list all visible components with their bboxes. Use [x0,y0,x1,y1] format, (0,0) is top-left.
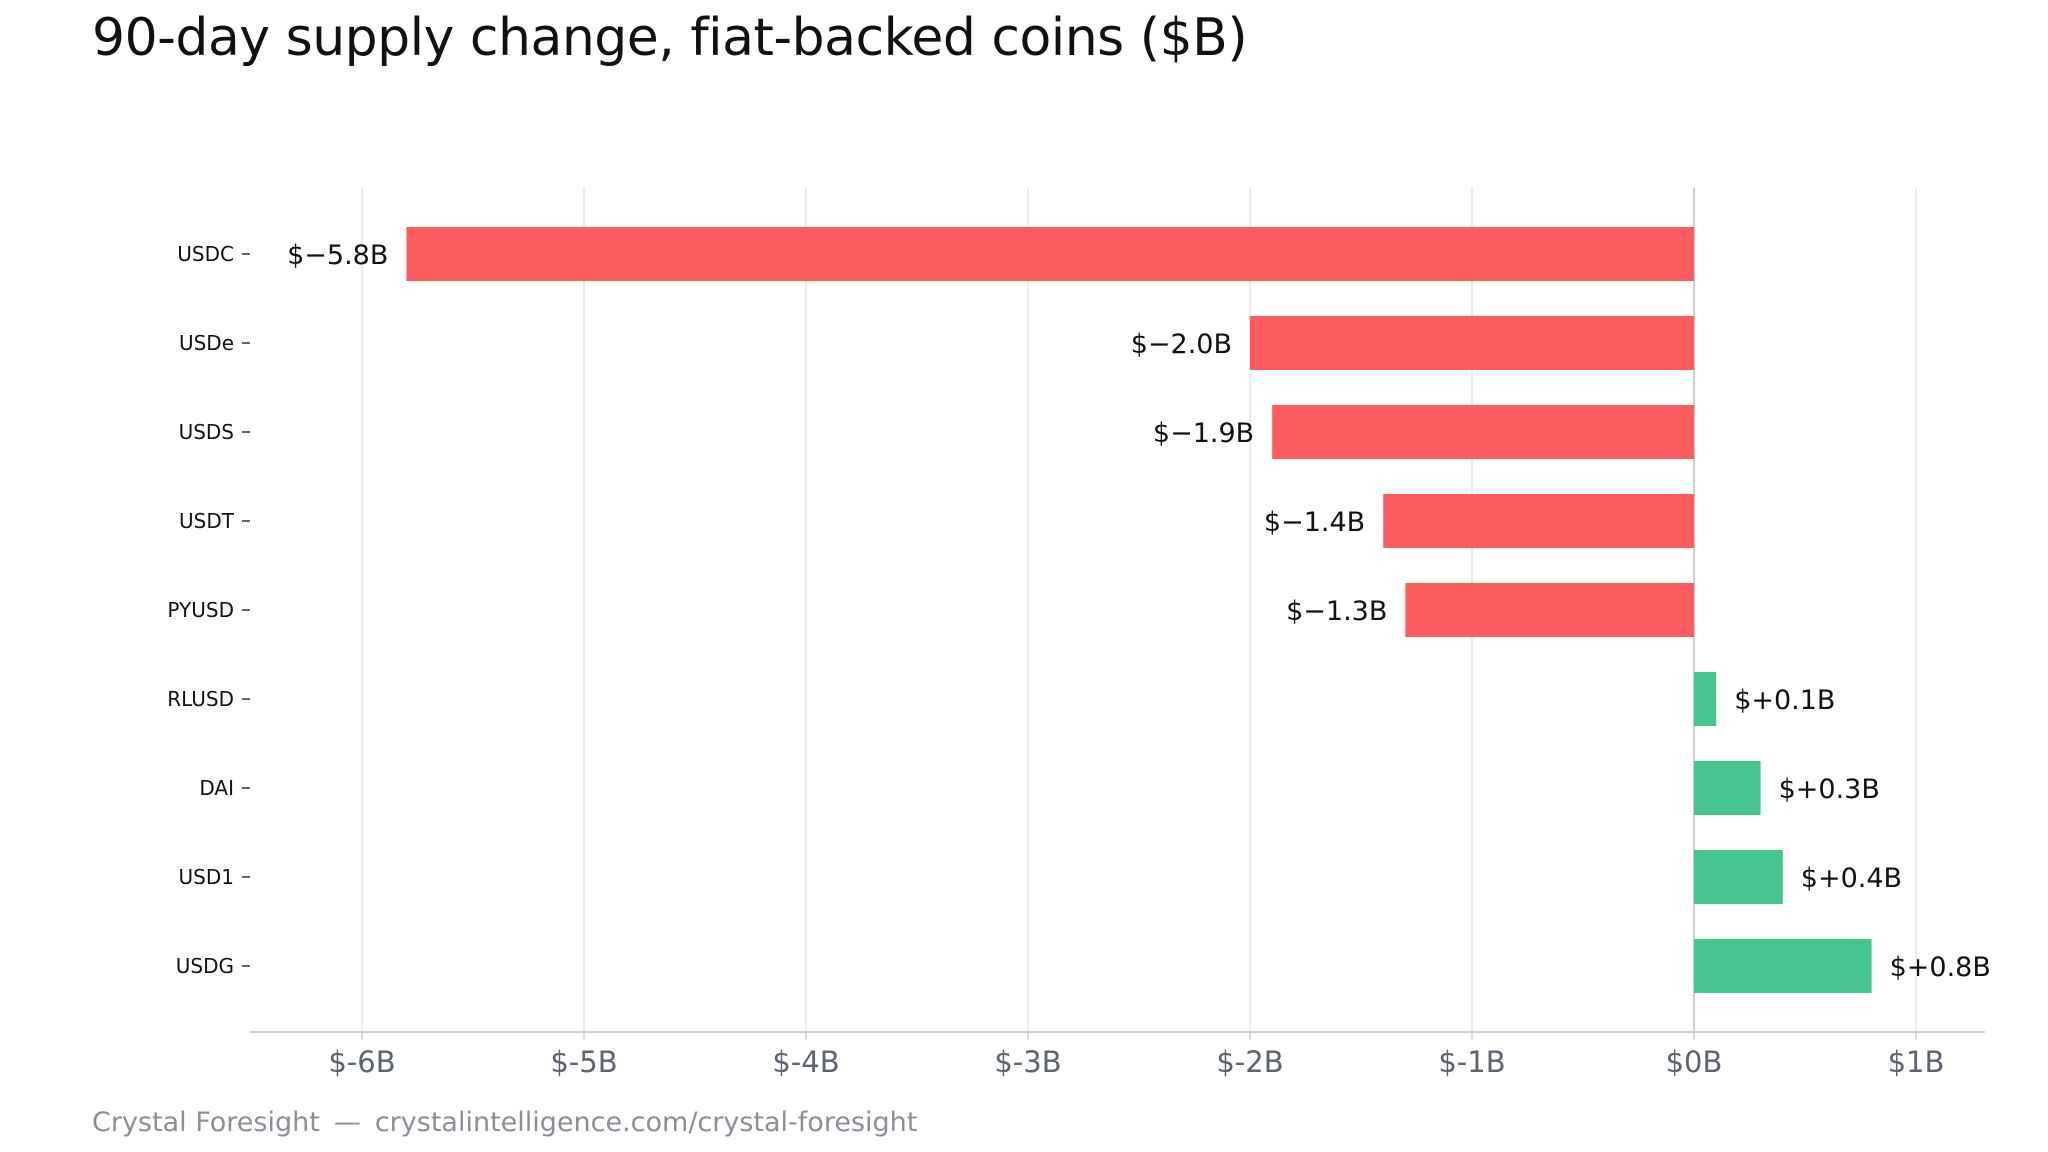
data-label: $−2.0B [1131,329,1232,360]
bar-rlusd [1694,672,1717,726]
category-label: DAI [199,776,234,800]
category-label: USDG [176,954,234,978]
bar-usdc [406,227,1694,281]
x-tick-label: $-6B [328,1045,395,1079]
data-label: $+0.3B [1779,774,1880,805]
bar-usdg [1694,939,1872,993]
bar-usds [1272,405,1694,459]
bars [406,227,1872,993]
x-tick-label: $-4B [772,1045,839,1079]
data-label: $+0.1B [1734,685,1835,716]
x-tick-label: $-2B [1216,1045,1283,1079]
bar-usd1 [1694,850,1783,904]
category-label: PYUSD [167,598,234,622]
data-label: $+0.4B [1801,863,1902,894]
data-label: $−1.9B [1153,418,1254,449]
axes: $-6B $-5B $-4B $-3B $-2B $-1B $0B $1B [242,253,1985,1079]
category-label: USDS [179,420,234,444]
source-link[interactable]: crystalintelligence.com/crystal-foresigh… [374,1107,918,1138]
source-footer: Crystal Foresight — crystalintelligence.co… [92,1107,917,1138]
labels: USDC $−5.8B USDe $−2.0B USDS $−1.9B USDT $−1.4B… [167,240,1991,983]
x-tick-label: $1B [1888,1045,1945,1079]
x-tick-label: $-5B [550,1045,617,1079]
bar-dai [1694,761,1761,815]
bar-usde [1250,316,1694,370]
x-tick-label: $-3B [994,1045,1061,1079]
category-label: USDe [179,331,234,355]
category-label: RLUSD [167,687,234,711]
category-label: USDC [177,242,234,266]
source-name: Crystal Foresight [92,1107,320,1138]
source-separator: — [333,1107,361,1138]
chart-title: 90-day supply change, fiat-backed coins … [92,8,1248,68]
data-label: $−5.8B [287,240,388,271]
x-tick-label: $-1B [1438,1045,1505,1079]
x-tick-label: $0B [1666,1045,1723,1079]
bar-usdt [1383,494,1694,548]
data-label: $−1.4B [1264,507,1365,538]
category-label: USD1 [179,865,234,889]
category-label: USDT [179,509,235,533]
data-label: $−1.3B [1286,596,1387,627]
data-label: $+0.8B [1890,952,1991,983]
bar-pyusd [1405,583,1694,637]
